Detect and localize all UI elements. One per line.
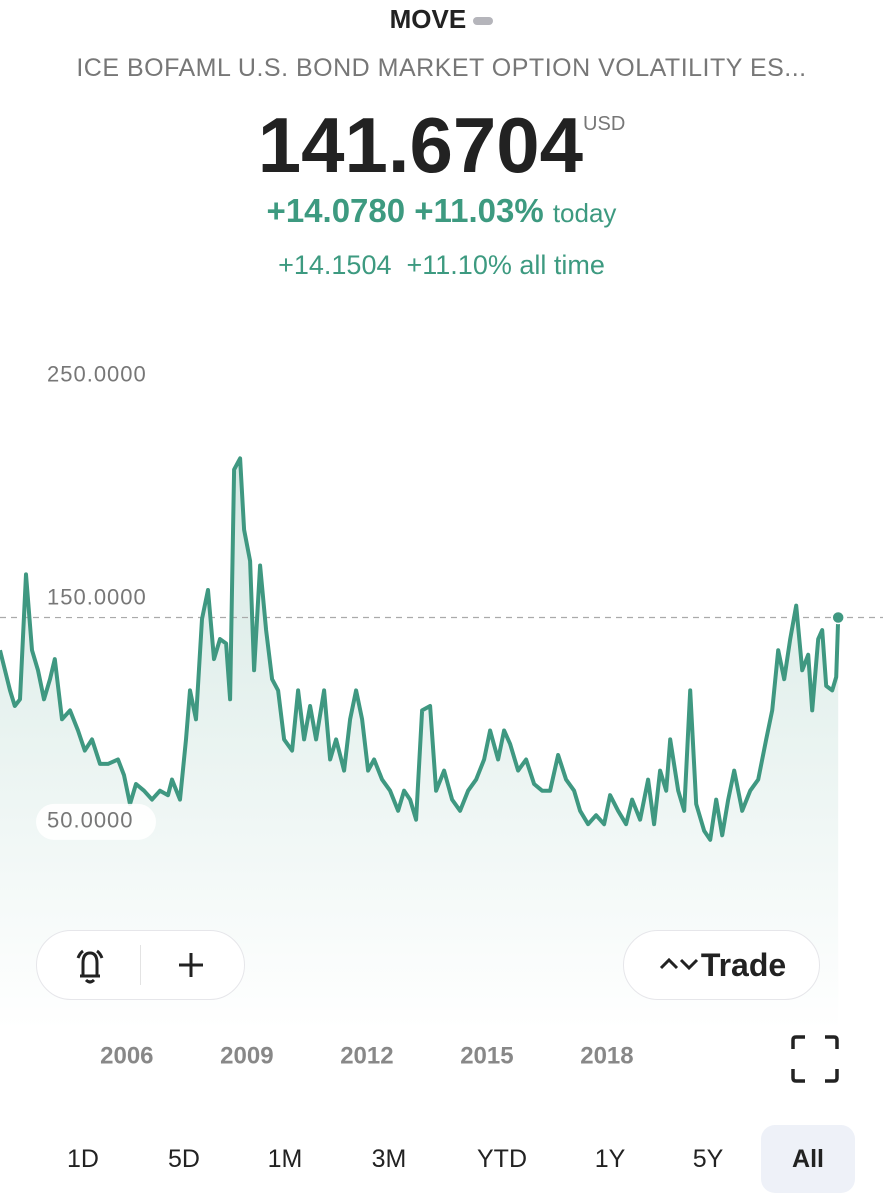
trade-icon (659, 957, 698, 971)
last-point (831, 610, 845, 625)
today-row: +14.0780 +11.03% today (0, 192, 883, 230)
area-fill (0, 458, 839, 1030)
x-tick-label: 2015 (460, 1042, 513, 1069)
range-button[interactable]: 3M (371, 1144, 407, 1173)
y-tick-bg (36, 803, 156, 840)
fullscreen-button[interactable] (790, 1034, 840, 1084)
y-tick-label: 250.0000 (47, 362, 147, 387)
price-row: 141.6704USD (0, 100, 883, 191)
trade-label: Trade (700, 946, 787, 983)
line (0, 456, 841, 842)
range-button[interactable]: All (761, 1125, 855, 1193)
y-tick-bg (36, 580, 156, 617)
y-tick-label: 150.0000 (47, 585, 147, 610)
x-tick-label: 2012 (340, 1042, 393, 1069)
label: today (552, 198, 617, 228)
range-button[interactable]: YTD (477, 1144, 527, 1173)
percent: +11.03% (414, 192, 544, 229)
x-tick-label: 2006 (100, 1042, 153, 1069)
symbol: MOVE (389, 4, 467, 34)
range-button[interactable]: 5D (168, 1144, 200, 1173)
percent: +11.10% (406, 250, 512, 280)
symbol-row: MOVE (0, 4, 883, 35)
range-button[interactable]: 1M (267, 1144, 303, 1173)
change: +14.1504 (278, 250, 392, 280)
range-button[interactable]: 1D (67, 1144, 99, 1173)
x-tick-label: 2018 (580, 1042, 633, 1069)
y-tick-bg (36, 357, 156, 394)
y-tick: 50.0000 (36, 803, 156, 840)
name: ICE BOFAML U.S. BOND MARKET OPTION VOLAT… (76, 54, 807, 82)
price: 141.6704 (257, 101, 584, 189)
alert-button[interactable] (40, 931, 140, 999)
y-tick-label: 50.0000 (47, 808, 134, 833)
add-button[interactable] (141, 931, 241, 999)
change: +14.0780 (266, 192, 406, 229)
action-pill (36, 930, 245, 1000)
y-tick: 150.0000 (36, 580, 156, 617)
label: all time (519, 250, 605, 280)
range-button[interactable]: 5Y (692, 1144, 724, 1173)
trade-button[interactable]: Trade (623, 930, 820, 1000)
divider (140, 945, 141, 985)
currency: USD (583, 113, 626, 135)
all-row: +14.1504 +11.10% all time (0, 250, 883, 281)
y-tick: 250.0000 (36, 357, 156, 394)
x-tick-label: 2009 (220, 1042, 273, 1069)
range-button[interactable]: 1Y (594, 1144, 626, 1173)
status-dot (473, 17, 494, 26)
